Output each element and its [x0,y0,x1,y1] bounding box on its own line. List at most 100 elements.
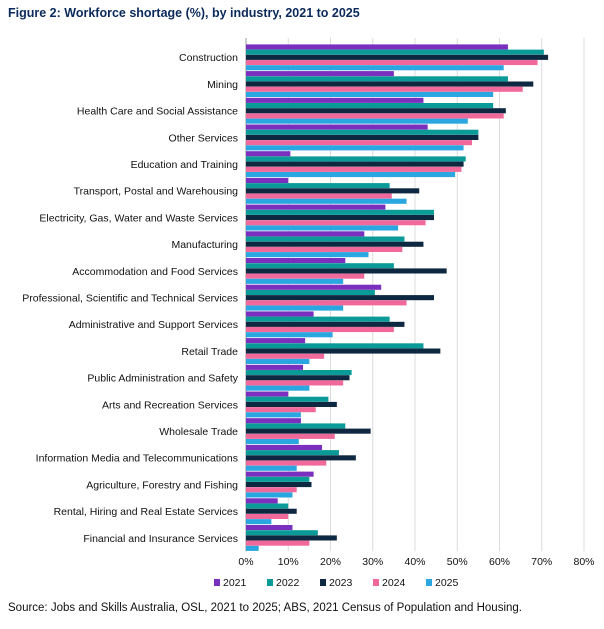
bar-2025 [246,439,299,445]
bar-2024 [246,86,523,92]
bar-2022 [246,503,289,509]
bar-2024 [246,513,289,519]
bar-2023 [246,535,337,541]
bar-2021 [246,525,293,531]
bar-2023 [246,482,312,488]
bar-2024 [246,220,426,226]
legend-label: 2025 [435,577,459,589]
category-label: Other Services [169,132,238,144]
bar-2022 [246,183,390,189]
legend-swatch-2024 [373,579,379,586]
bar-2025 [246,492,293,498]
bar-2025 [246,385,310,391]
bar-2024 [246,166,462,172]
bar-2023 [246,134,479,140]
bar-2025 [246,91,494,97]
bar-2021 [246,338,306,344]
legend-label: 2022 [276,577,300,589]
bar-2024 [246,407,316,413]
bar-2023 [246,375,350,381]
category-label: Administrative and Support Services [69,319,238,331]
bar-2025 [246,145,464,151]
x-axis-ticks: 0% 10% 20% 30% 40% 50% 60% 70% 80% [238,556,594,568]
category-labels: Construction Mining Health Care and Social… [22,52,238,545]
category-label: Transport, Postal and Warehousing [74,186,239,198]
bar-2025 [246,65,504,71]
bar-2025 [246,412,301,418]
bar-2025 [246,305,344,311]
bar-2024 [246,540,310,546]
bar-2025 [246,465,297,471]
bar-2022 [246,423,346,429]
x-tick-label: 60% [489,556,510,568]
bar-2024 [246,113,504,119]
bar-2021 [246,97,424,103]
category-label: Manufacturing [171,239,238,251]
bar-2022 [246,76,508,82]
category-label: Construction [179,52,238,64]
bar-2021 [246,124,428,130]
legend-swatch-2021 [214,579,220,586]
bar-2023 [246,428,371,434]
x-tick-label: 10% [278,556,299,568]
bar-2021 [246,391,289,397]
bar-2024 [246,246,403,252]
bar-2024 [246,380,344,386]
bar-2023 [246,54,549,60]
legend-label: 2024 [382,577,406,589]
bar-2021 [246,364,304,370]
bar-2021 [246,284,382,290]
bar-2025 [246,225,399,231]
bar-2022 [246,530,318,536]
bar-2021 [246,418,301,424]
legend-label: 2021 [223,577,247,589]
bar-2023 [246,215,435,221]
bar-2022 [246,263,394,269]
bar-2022 [246,156,466,162]
category-label: Mining [207,79,238,91]
category-label: Education and Training [131,159,239,171]
category-label: Public Administration and Safety [87,373,238,385]
bar-2022 [246,103,494,109]
bar-chart: Construction Mining Health Care and Social… [22,38,595,589]
bar-2025 [246,332,333,338]
bar-2023 [246,241,424,247]
bar-2023 [246,268,447,274]
category-label: Accommodation and Food Services [72,266,238,278]
bar-2024 [246,273,365,279]
bar-2024 [246,300,407,306]
category-label: Professional, Scientific and Technical S… [22,292,238,304]
category-label: Rental, Hiring and Real Estate Services [54,506,238,518]
bar-2022 [246,49,544,55]
bar-2025 [246,519,272,525]
legend-label: 2023 [329,577,353,589]
bar-2022 [246,129,479,135]
bar-2022 [246,450,339,456]
bar-2023 [246,295,435,301]
bar-2022 [246,370,352,376]
bar-2021 [246,311,314,317]
category-label: Information Media and Telecommunications [36,453,238,465]
bar-2022 [246,289,375,295]
bar-2025 [246,118,468,124]
bar-2021 [246,471,314,477]
bar-2024 [246,60,538,66]
chart-title: Figure 2: Workforce shortage (%), by ind… [8,6,360,20]
bar-2025 [246,545,259,551]
legend-swatch-2025 [426,579,432,586]
bar-2024 [246,327,394,333]
bar-2024 [246,487,297,493]
category-label: Arts and Recreation Services [102,399,238,411]
bar-2025 [246,278,344,284]
bar-2023 [246,188,420,194]
category-label: Retail Trade [181,346,238,358]
x-tick-label: 40% [404,556,425,568]
bar-2021 [246,231,365,237]
category-label: Health Care and Social Assistance [77,106,238,118]
bar-2023 [246,508,297,514]
bar-2022 [246,236,405,242]
bar-2022 [246,343,424,349]
bar-2025 [246,198,407,204]
bar-2023 [246,108,506,114]
bar-2021 [246,258,346,264]
